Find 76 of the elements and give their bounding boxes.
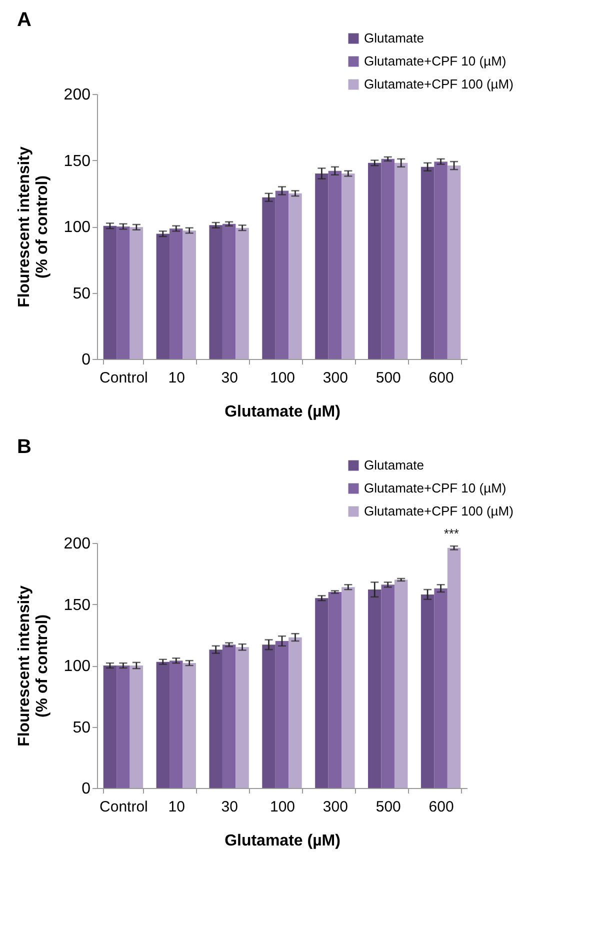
bar (262, 197, 276, 359)
x-tick-label: 300 (322, 798, 348, 816)
bar (103, 666, 117, 788)
bar (170, 660, 183, 788)
x-tick-label: 500 (376, 370, 401, 386)
x-tick-label: 10 (168, 798, 185, 816)
y-tick-label: 50 (72, 719, 91, 736)
chart-title: A (17, 9, 32, 31)
bar (156, 234, 170, 359)
bar (420, 166, 434, 359)
bar (116, 666, 130, 788)
legend-label: Glutamate+CPF 100 (µM) (364, 504, 514, 518)
text: *** (444, 526, 459, 541)
bar (275, 641, 289, 788)
bar (342, 174, 355, 359)
bar (315, 598, 328, 788)
bar (222, 224, 236, 359)
bar (381, 584, 394, 788)
x-tick-label: 600 (428, 370, 454, 386)
bar (368, 162, 382, 359)
bar (342, 587, 355, 788)
bar (236, 228, 249, 359)
bar (209, 225, 222, 359)
y-tick-label: 50 (72, 285, 91, 302)
y-tick-label: 200 (64, 536, 91, 552)
bar (222, 644, 236, 788)
x-tick-label: 30 (221, 370, 238, 386)
x-tick-label: Control (100, 798, 148, 816)
x-tick-label: 500 (376, 798, 401, 816)
y-tick-label: 200 (64, 86, 91, 104)
bar (156, 662, 170, 788)
chart-title: B (17, 436, 32, 458)
bar (328, 592, 342, 788)
legend-label: Glutamate+CPF 10 (µM) (364, 480, 506, 496)
bar (262, 644, 276, 788)
bar (288, 193, 302, 359)
y-tick-label: 100 (64, 658, 91, 675)
bar (275, 190, 289, 359)
bar (209, 650, 222, 788)
bar (130, 227, 144, 359)
bar (170, 228, 183, 359)
x-axis-title: Glutamate (µM) (224, 832, 340, 850)
legend-label: Glutamate (364, 458, 424, 472)
bar (103, 226, 117, 359)
y-tick-label: 100 (64, 219, 91, 236)
bar (434, 162, 448, 359)
y-tick-label: 0 (82, 352, 91, 368)
legend-label: Glutamate+CPF 100 (µM) (364, 76, 514, 92)
x-tick-label: 100 (270, 798, 296, 816)
x-axis-title: Glutamate (µM) (224, 404, 340, 420)
bar (182, 663, 196, 788)
legend-label: Glutamate (364, 30, 424, 46)
legend-label: Glutamate+CPF 10 (µM) (364, 54, 506, 68)
x-tick-label: 10 (168, 370, 185, 386)
bar (116, 226, 130, 359)
x-tick-label: 100 (270, 370, 296, 386)
x-tick-label: 600 (428, 798, 454, 816)
y-tick-label: 150 (64, 596, 91, 614)
bar (328, 170, 342, 359)
bar (368, 590, 382, 788)
y-tick-label: 0 (82, 780, 91, 798)
bar (420, 594, 434, 788)
bar (394, 162, 408, 359)
y-axis-title: Flourescent intensity (% of control) (16, 585, 51, 746)
y-tick-label: 150 (64, 152, 91, 170)
x-tick-label: 300 (322, 370, 348, 386)
bar (130, 666, 144, 788)
bar (447, 166, 461, 359)
bar (182, 230, 196, 359)
bar (315, 174, 328, 359)
y-axis-title: Flourescent intensity (% of control) (16, 146, 51, 308)
x-tick-label: 30 (221, 798, 238, 816)
bar (434, 588, 448, 788)
bar (288, 637, 302, 788)
x-tick-label: Control (100, 370, 148, 386)
bar (236, 647, 249, 788)
